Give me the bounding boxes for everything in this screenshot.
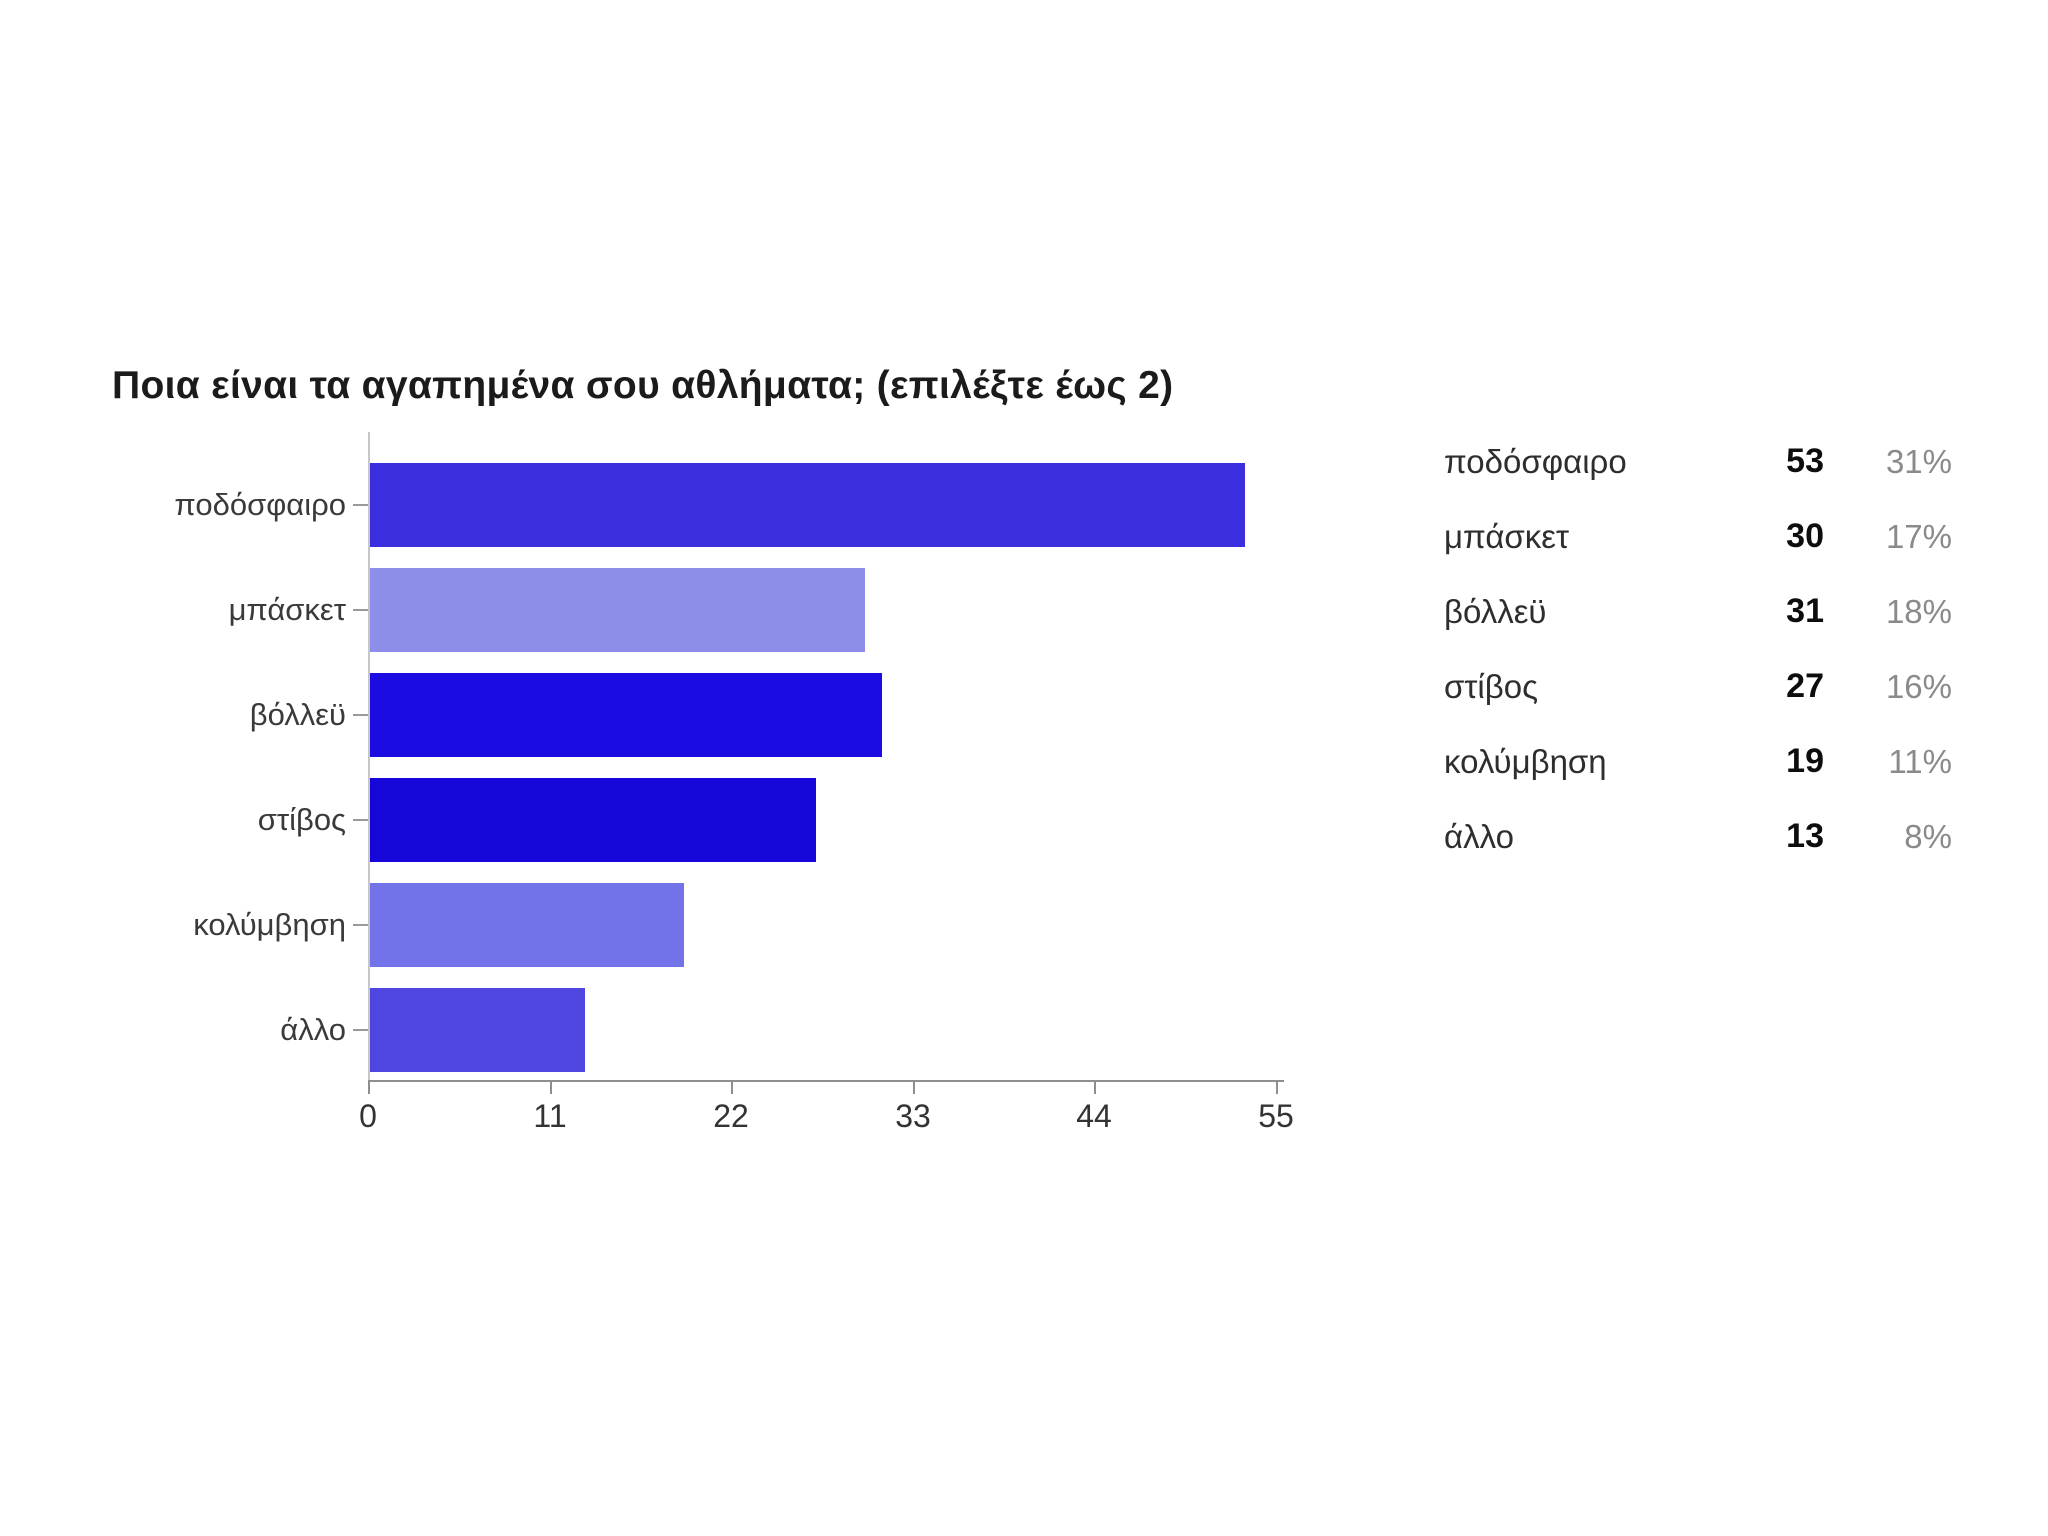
category-label: άλλο — [280, 1012, 346, 1047]
legend-category-label: βόλλεϋ — [1444, 592, 1547, 630]
legend-percent-value: 31% — [1885, 442, 1952, 480]
chart-bar — [370, 883, 684, 967]
x-axis-tick — [1276, 1082, 1278, 1094]
x-axis-tick-label: 22 — [713, 1098, 749, 1134]
x-axis-tick — [913, 1082, 915, 1094]
legend-category-label: μπάσκετ — [1444, 517, 1570, 555]
legend-percent-value: 8% — [1904, 817, 1952, 855]
legend-percent-value: 11% — [1888, 742, 1952, 780]
legend-table: ποδόσφαιρο 53 31% μπάσκετ 30 17% βόλλεϋ 31 18% στ… — [1444, 424, 1952, 874]
chart-bar — [370, 568, 865, 652]
y-axis-tick — [353, 819, 368, 821]
legend-count-value: 30 — [1786, 517, 1824, 555]
category-label: κολύμβηση — [193, 907, 346, 942]
x-axis-tick-label: 44 — [1076, 1098, 1112, 1134]
category-label: ποδόσφαιρο — [174, 487, 346, 522]
x-axis-tick — [731, 1082, 733, 1094]
x-axis-tick-label: 55 — [1258, 1098, 1294, 1134]
x-axis-tick — [550, 1082, 552, 1094]
legend-percent-value: 16% — [1885, 667, 1952, 705]
legend-count-value: 53 — [1786, 442, 1824, 480]
legend-count-value: 27 — [1786, 667, 1824, 705]
x-axis-tick-label: 0 — [359, 1098, 377, 1134]
chart-bar — [370, 463, 1245, 547]
legend-row: ποδόσφαιρο 53 31% — [1444, 424, 1952, 499]
legend-row: στίβος 27 16% — [1444, 649, 1952, 724]
legend-category-label: στίβος — [1444, 667, 1538, 705]
legend-row: κολύμβηση 19 11% — [1444, 724, 1952, 799]
x-axis-tick — [1094, 1082, 1096, 1094]
y-axis-tick — [353, 1029, 368, 1031]
legend-percent-value: 17% — [1885, 517, 1952, 555]
x-axis-tick — [368, 1082, 370, 1094]
category-label: μπάσκετ — [228, 592, 346, 627]
legend-count-value: 31 — [1786, 592, 1824, 630]
legend-category-label: ποδόσφαιρο — [1444, 442, 1627, 480]
legend-row: βόλλεϋ 31 18% — [1444, 574, 1952, 649]
legend-percent-value: 18% — [1885, 592, 1952, 630]
legend-category-label: άλλο — [1444, 817, 1514, 855]
x-axis-line — [368, 1080, 1284, 1082]
y-axis-tick — [353, 504, 368, 506]
legend-count-value: 13 — [1786, 817, 1824, 855]
chart-bar — [370, 778, 816, 862]
category-label: βόλλεϋ — [249, 697, 346, 732]
chart-title: Ποια είναι τα αγαπημένα σου αθλήματα; (ε… — [112, 364, 1174, 407]
category-label: στίβος — [257, 802, 346, 837]
x-axis-tick-label: 33 — [895, 1098, 931, 1134]
legend-count-value: 19 — [1786, 742, 1824, 780]
legend-row: μπάσκετ 30 17% — [1444, 499, 1952, 574]
x-axis-tick-label: 11 — [533, 1098, 567, 1134]
chart-bar — [370, 988, 585, 1072]
y-axis-line — [368, 432, 370, 1082]
plot-area: 0 11 22 33 44 55 — [359, 432, 1294, 1134]
chart-bar — [370, 673, 882, 757]
legend-category-label: κολύμβηση — [1444, 742, 1607, 780]
y-axis-tick — [353, 714, 368, 716]
y-axis-tick — [353, 924, 368, 926]
legend-row: άλλο 13 8% — [1444, 799, 1952, 874]
y-axis-tick — [353, 609, 368, 611]
